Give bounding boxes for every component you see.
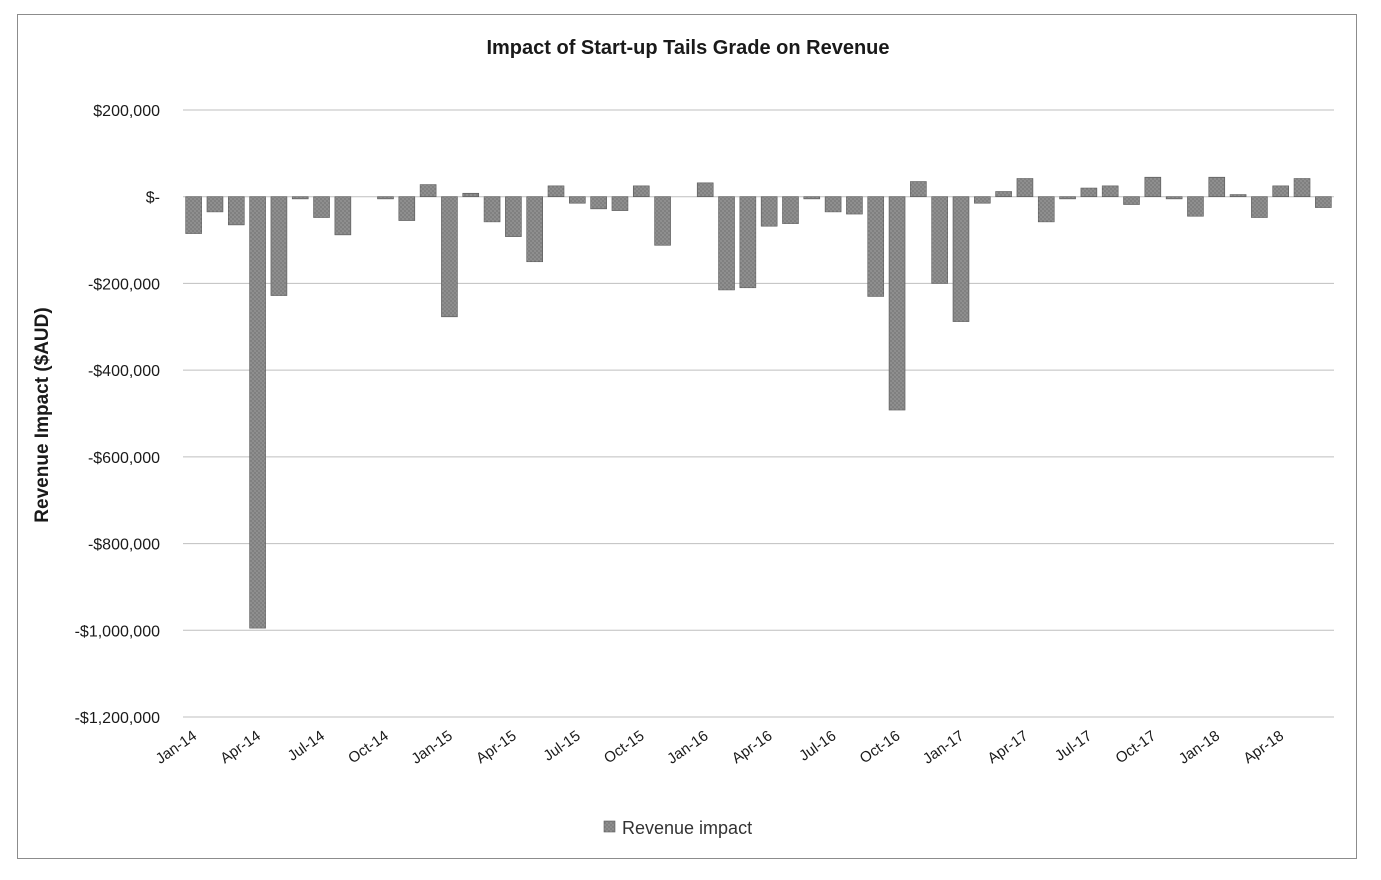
bar-jul-14 (313, 196, 330, 218)
bar-sep-17 (1123, 196, 1140, 205)
x-tick-label: Apr-17 (985, 727, 1032, 767)
bar-feb-18 (1229, 194, 1247, 198)
bar-jun-15 (547, 185, 565, 198)
bar-apr-18 (1272, 185, 1290, 198)
x-tick-label: Jul-17 (1052, 727, 1095, 764)
x-tick-label: Apr-14 (217, 727, 264, 767)
bar-nov-15 (654, 196, 671, 246)
bar-jan-14 (185, 196, 202, 234)
bar-mar-17 (995, 191, 1012, 198)
x-tick-label: Apr-18 (1240, 727, 1287, 767)
bar-apr-14 (249, 196, 266, 629)
x-tick-label: Apr-16 (729, 727, 776, 767)
bar-oct-17 (1144, 176, 1162, 198)
y-tick-label: -$400,000 (88, 363, 160, 380)
x-tick-label: Jan-15 (408, 727, 455, 767)
bar-may-17 (1037, 196, 1055, 223)
x-tick-label: Jul-14 (285, 727, 328, 764)
y-tick-labels: $200,000 $- -$200,000 -$400,000 -$600,000 -$8… (75, 103, 161, 727)
bar-jun-16 (803, 196, 821, 200)
bar-aug-14 (334, 196, 352, 236)
x-tick-label: Jul-15 (540, 727, 583, 764)
bar-apr-17 (1016, 178, 1034, 198)
bar-jan-17 (952, 196, 970, 322)
bars (185, 176, 1332, 629)
bar-jul-17 (1080, 187, 1098, 198)
x-tick-label: Apr-15 (473, 727, 520, 767)
x-tick-label: Oct-16 (857, 727, 904, 767)
bar-apr-16 (760, 196, 778, 227)
bar-jul-15 (569, 196, 586, 204)
bar-aug-17 (1101, 185, 1119, 198)
bar-mar-14 (227, 196, 245, 226)
bar-feb-15 (462, 192, 480, 198)
bar-apr-15 (505, 196, 522, 237)
x-tick-label: Jan-14 (153, 727, 200, 767)
x-tick-label: Jan-18 (1176, 727, 1223, 767)
bar-jun-17 (1059, 196, 1076, 200)
x-tick-label: Oct-17 (1112, 727, 1159, 767)
bar-feb-14 (206, 196, 224, 213)
bar-aug-16 (846, 196, 863, 215)
bar-mar-18 (1251, 196, 1268, 218)
legend-swatch (603, 820, 616, 833)
bar-sep-15 (611, 196, 629, 211)
bar-jun-18 (1315, 196, 1332, 208)
y-tick-label: -$1,200,000 (75, 710, 161, 727)
bar-nov-17 (1165, 196, 1183, 200)
y-tick-label: $200,000 (93, 103, 160, 120)
bar-dec-14 (419, 184, 437, 198)
bar-oct-15 (632, 185, 650, 198)
bar-feb-16 (718, 196, 735, 291)
x-tick-label: Jan-17 (920, 727, 967, 767)
x-tick-label: Jul-16 (796, 727, 839, 764)
y-tick-label: -$1,000,000 (75, 623, 161, 640)
bar-may-16 (782, 196, 799, 224)
y-axis-label: Revenue Impact ($AUD) (32, 307, 53, 522)
legend-label: Revenue impact (622, 818, 752, 838)
x-tick-label: Oct-14 (345, 727, 392, 767)
bar-mar-15 (483, 196, 501, 223)
bar-may-15 (526, 196, 543, 263)
bar-sep-16 (867, 196, 885, 297)
gridlines (183, 109, 1334, 718)
x-tick-label: Oct-15 (601, 727, 648, 767)
bar-dec-16 (931, 196, 948, 284)
bar-jun-14 (291, 196, 309, 200)
y-tick-label: -$200,000 (88, 276, 160, 293)
legend: Revenue impact (603, 818, 752, 838)
bar-oct-14 (377, 196, 394, 200)
bar-dec-17 (1187, 196, 1204, 217)
x-tick-labels: Jan-14 Apr-14 Jul-14 Oct-14 Jan-15 Apr-15 Jul-… (153, 727, 1287, 767)
chart-title: Impact of Start-up Tails Grade on Revenu… (486, 37, 889, 59)
bar-oct-16 (888, 196, 906, 411)
bar-jan-18 (1208, 176, 1226, 198)
y-tick-label: $- (146, 190, 160, 207)
bar-aug-15 (590, 196, 607, 210)
y-tick-label: -$800,000 (88, 537, 160, 554)
bar-jul-16 (824, 196, 842, 213)
bar-feb-17 (974, 196, 991, 204)
x-tick-label: Jan-16 (664, 727, 711, 767)
chart-frame (17, 14, 1357, 859)
bar-jan-16 (696, 182, 714, 198)
bar-jan-15 (441, 196, 458, 318)
bar-mar-16 (739, 196, 757, 289)
bar-nov-14 (398, 196, 416, 221)
y-tick-label: -$600,000 (88, 450, 160, 467)
bar-nov-16 (910, 181, 927, 198)
bar-may-18 (1293, 178, 1311, 198)
bar-may-14 (270, 196, 288, 296)
